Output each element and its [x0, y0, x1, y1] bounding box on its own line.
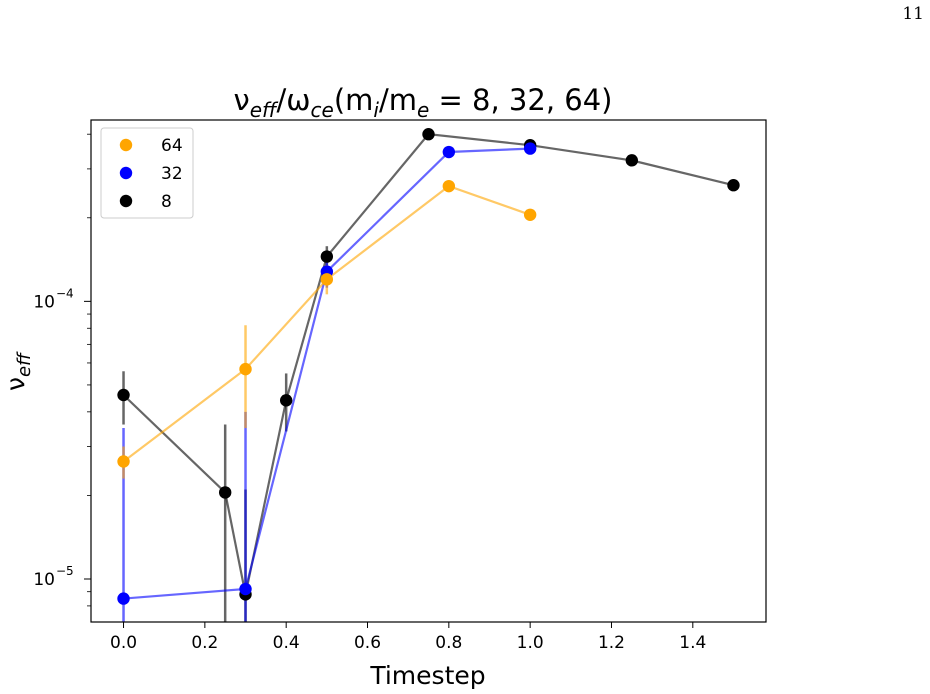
data-point: [727, 179, 740, 192]
y-tick-label: 10: [33, 292, 55, 312]
data-point: [320, 273, 334, 286]
data-point: [239, 582, 252, 596]
legend-label-64: 64: [161, 136, 183, 156]
x-tick-label: 1.0: [517, 633, 544, 653]
plot-frame: [90, 119, 767, 623]
data-point: [442, 179, 456, 193]
data-point: [117, 592, 130, 605]
x-tick-label: 1.2: [598, 633, 625, 653]
data-point: [279, 394, 293, 407]
x-tick-label: 0.4: [273, 633, 300, 653]
y-tick-exponent: −5: [56, 564, 74, 578]
data-point: [523, 142, 537, 155]
y-tick-exponent: −4: [56, 286, 74, 300]
series-points-64: [117, 179, 537, 468]
data-point: [422, 128, 435, 141]
data-point: [117, 455, 130, 468]
data-point: [218, 486, 232, 499]
data-point: [625, 154, 639, 167]
x-tick-label: 0.8: [435, 633, 462, 653]
series-32: [122, 147, 531, 622]
data-point: [442, 145, 456, 159]
y-tick-label: 10: [33, 570, 55, 590]
data-point: [117, 388, 130, 402]
data-point: [320, 250, 334, 263]
x-tick-label: 0.0: [110, 633, 137, 653]
legend-marker-8: [119, 194, 133, 208]
series-line-64: [122, 184, 531, 463]
series-64: [122, 184, 531, 479]
chart-title: νeff/ωce(mi/me = 8, 32, 64): [234, 83, 613, 122]
legend-label-32: 32: [161, 164, 183, 184]
series-line-8: [122, 133, 734, 595]
plot-layer: [117, 128, 740, 622]
legend-label-8: 8: [161, 192, 172, 212]
x-tick-label: 1.4: [679, 633, 706, 653]
series-8: [122, 133, 734, 622]
x-tick-label: 0.2: [191, 633, 218, 653]
series-points-8: [117, 128, 740, 601]
legend-marker-32: [119, 166, 133, 180]
y-axis-label: νeff: [1, 351, 35, 391]
data-point: [239, 362, 252, 376]
x-axis-label: Timestep: [369, 661, 485, 690]
axes-layer: 0.0 0.2 0.4 0.6 0.8 1.0 1.2 1.410−510−4: [33, 119, 767, 653]
page-number: 11: [902, 4, 924, 24]
legend-marker-64: [119, 138, 133, 152]
data-point: [523, 208, 537, 222]
legend: 64 32 8: [100, 127, 194, 219]
x-tick-label: 0.6: [354, 633, 381, 653]
